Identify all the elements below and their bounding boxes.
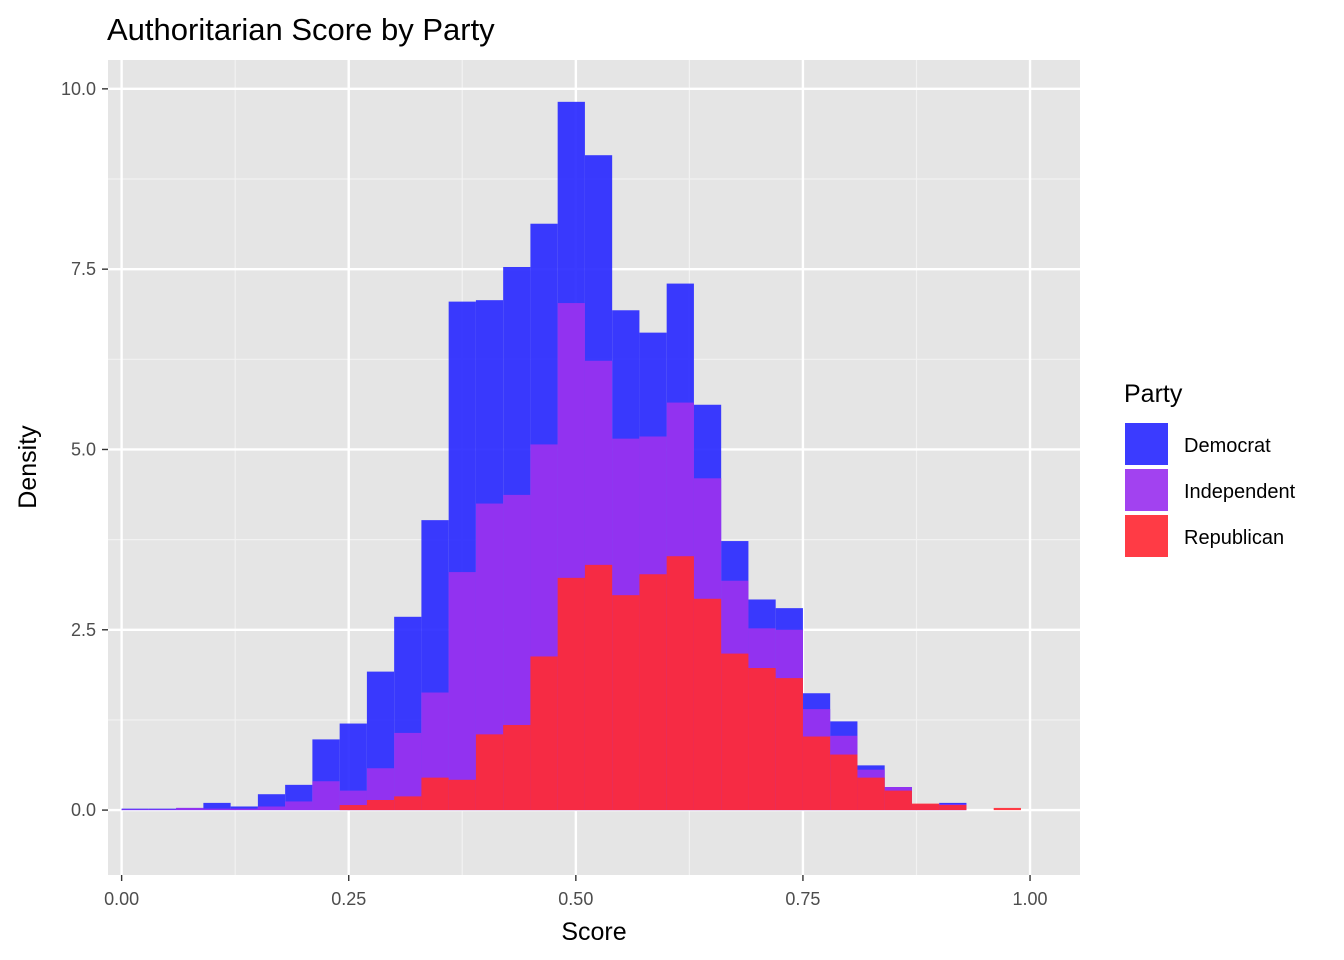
- y-tick-label: 2.5: [71, 620, 96, 640]
- bar-republican: [830, 754, 858, 811]
- bar-republican: [748, 668, 776, 811]
- bar-republican: [475, 734, 504, 811]
- bar-republican: [639, 574, 667, 811]
- bar-republican: [421, 777, 449, 811]
- bar-republican: [584, 564, 613, 811]
- bar-republican: [530, 656, 558, 811]
- bar-republican: [503, 724, 531, 811]
- bar-republican: [939, 805, 967, 811]
- legend-key-democrat: [1125, 423, 1168, 465]
- bar-republican: [911, 803, 940, 811]
- legend-label-democrat: Democrat: [1184, 435, 1271, 457]
- bar-republican: [721, 653, 749, 811]
- legend-key-independent: [1125, 469, 1168, 511]
- bar-democrat: [230, 806, 258, 811]
- x-tick-label: 0.75: [785, 889, 820, 909]
- bar-independent: [176, 807, 204, 811]
- bar-independent: [121, 809, 149, 811]
- x-axis-title: Score: [561, 918, 626, 946]
- legend-label-independent: Independent: [1184, 481, 1296, 503]
- bar-republican: [775, 678, 803, 811]
- bars: [121, 101, 1021, 811]
- bar-independent: [285, 801, 313, 811]
- bar-democrat: [203, 802, 231, 811]
- bar-republican: [666, 556, 694, 811]
- legend-title: Party: [1124, 380, 1183, 408]
- bar-democrat: [257, 794, 286, 811]
- y-tick-label: 5.0: [71, 439, 96, 459]
- legend-label-republican: Republican: [1184, 527, 1284, 549]
- bar-independent: [203, 808, 231, 811]
- bar-republican: [993, 807, 1021, 811]
- bar-republican: [394, 796, 422, 811]
- bar-republican: [557, 577, 585, 811]
- bar-independent: [257, 806, 286, 811]
- chart-title: Authoritarian Score by Party: [107, 12, 495, 47]
- bar-republican: [366, 799, 395, 811]
- y-axis-title: Density: [14, 425, 42, 509]
- bar-republican: [612, 595, 640, 811]
- bar-republican: [339, 805, 367, 811]
- bar-republican: [693, 598, 722, 811]
- y-tick-label: 10.0: [61, 79, 96, 99]
- bar-republican: [802, 736, 831, 811]
- y-axis: 0.0 2.5 5.0 7.5 10.0: [61, 79, 108, 820]
- x-tick-label: 0.25: [331, 889, 366, 909]
- bar-republican: [884, 790, 912, 811]
- legend: Party Democrat Independent Republican: [1124, 380, 1296, 557]
- y-tick-label: 0.0: [71, 800, 96, 820]
- x-tick-label: 0.50: [558, 889, 593, 909]
- x-tick-label: 1.00: [1013, 889, 1048, 909]
- bar-republican: [448, 779, 476, 811]
- y-tick-label: 7.5: [71, 259, 96, 279]
- bar-independent: [148, 809, 177, 811]
- legend-key-republican: [1125, 515, 1168, 557]
- x-tick-label: 0.00: [104, 889, 139, 909]
- x-axis: 0.00 0.25 0.50 0.75 1.00: [104, 875, 1048, 909]
- bar-independent: [230, 808, 258, 811]
- bar-independent: [448, 572, 476, 811]
- bar-republican: [857, 777, 885, 811]
- bar-independent: [312, 781, 340, 811]
